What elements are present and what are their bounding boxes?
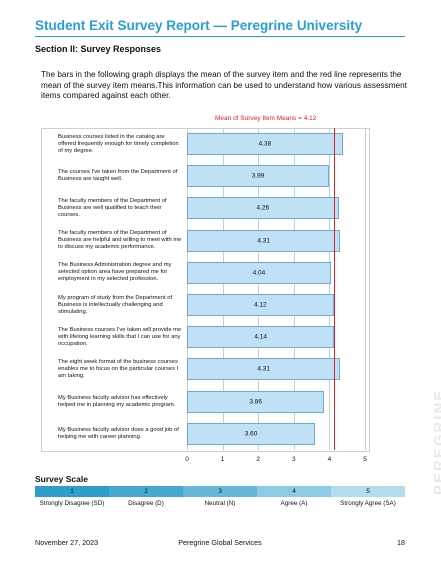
scale-label: Disagree (D) [128, 500, 164, 507]
scale-segment: 2 [109, 486, 183, 497]
x-tick-label: 2 [256, 456, 260, 463]
title-divider [35, 36, 405, 37]
survey-item-label: The Business courses I've taken will pro… [58, 326, 182, 347]
bar [187, 422, 316, 445]
intro-paragraph: The bars in the following graph displays… [41, 70, 407, 100]
bar-value-label: 4.38 [258, 140, 272, 148]
scale-label: Strongly Agree (SA) [340, 500, 396, 507]
scale-label: Strongly Disagree (SD) [39, 500, 105, 507]
gridline [187, 128, 188, 450]
bar-value-label: 3.86 [249, 398, 263, 406]
survey-item-label: Business courses listed in the catalog a… [58, 133, 179, 154]
x-tick-label: 1 [220, 456, 225, 463]
gridline [258, 128, 260, 450]
bar-value-label: 4.12 [254, 301, 267, 309]
gridline [329, 128, 331, 450]
bar-value-label: 4.31 [257, 237, 271, 245]
bar [187, 390, 325, 413]
bar [187, 358, 341, 381]
x-tick-label: 4 [327, 456, 332, 463]
bar [187, 165, 330, 188]
scale-segment: 3 [183, 486, 257, 497]
mean-line-label: Mean of Survey Item Means = 4.12 [215, 115, 317, 122]
bar-value-label: 3.60 [244, 430, 258, 438]
scale-labels: Strongly Disagree (SD) Disagree (D) Neutra… [35, 500, 405, 507]
gridline [365, 128, 366, 450]
x-tick-label: 3 [291, 456, 296, 463]
footer-org: Peregrine Global Services [178, 538, 262, 547]
scale-label: Agree (A) [280, 500, 308, 507]
x-tick-label: 5 [363, 456, 367, 463]
page-number: 18 [397, 538, 405, 547]
gridline [293, 128, 295, 450]
page-title: Student Exit Survey Report — Peregrine U… [35, 18, 363, 33]
bar-value-label: 4.14 [254, 333, 268, 341]
x-tick-label: 0 [185, 456, 189, 463]
survey-item-label: The faculty members of the Department of… [58, 230, 182, 251]
bar-value-label: 4.31 [257, 365, 271, 373]
survey-item-label: My Business faculty advisor has effectiv… [58, 394, 176, 408]
bar-value-label: 4.04 [252, 269, 266, 277]
bar [187, 197, 339, 220]
bar-value-label: 4.26 [256, 204, 270, 212]
survey-item-label: The courses I've taken from the Departme… [58, 169, 178, 183]
mean-line [333, 128, 335, 450]
survey-item-label: My program of study from the Department … [58, 294, 173, 315]
gridline [222, 128, 224, 450]
bar-chart-plot: 4.38 3.99 4.26 4.31 4.04 4.12 4.14 4.31 3.86 3.60 [187, 128, 366, 450]
footer-date: November 27, 2023 [35, 538, 99, 547]
bar [187, 294, 334, 316]
watermark-text: PEREGRINE [431, 388, 441, 495]
section-heading: Section II: Survey Responses [35, 44, 162, 54]
scale-title: Survey Scale [35, 474, 88, 484]
bar [187, 133, 343, 155]
scale-segment: 1 [35, 486, 109, 497]
scale-segment: 5 [331, 486, 405, 497]
bar-value-label: 3.99 [251, 172, 265, 180]
scale-label: Neutral (N) [204, 500, 236, 507]
scale-segment: 4 [257, 486, 331, 497]
survey-item-label: The Business Administration degree and m… [58, 262, 172, 283]
survey-item-label: The eight week format of the business co… [58, 358, 179, 379]
bar [187, 229, 341, 252]
bar [187, 261, 331, 284]
survey-item-label: My Business faculty advisor does a good … [58, 426, 179, 440]
survey-item-label: The faculty members of the Department of… [58, 197, 167, 218]
